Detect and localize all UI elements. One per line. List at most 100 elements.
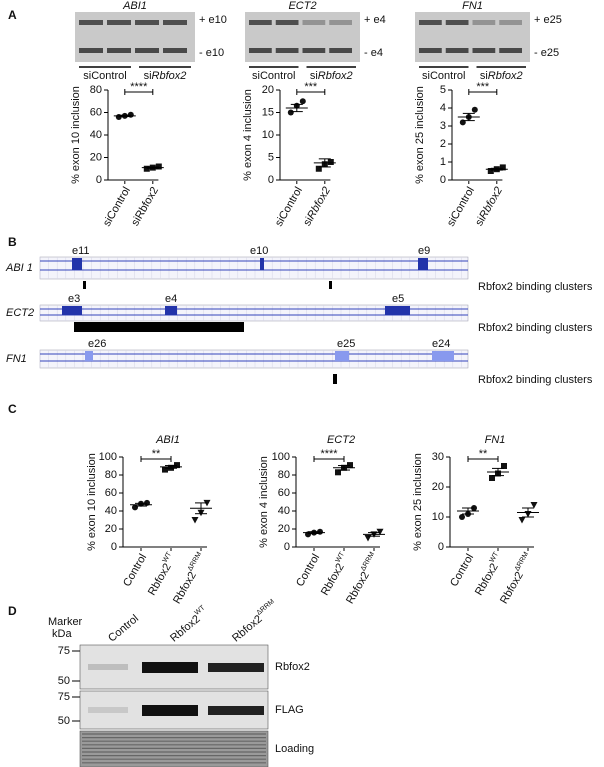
y-tick-label: 5 (268, 151, 274, 163)
y-tick-label: 0 (438, 541, 444, 553)
y-axis-label: % exon 10 inclusion (86, 453, 98, 551)
gel-label: + e25 (534, 14, 562, 26)
track-caption: Rbfox2 binding clusters (478, 374, 593, 386)
gel-band (249, 48, 272, 53)
blot-name: Loading (275, 743, 314, 755)
marker-unit: kDa (52, 628, 72, 640)
marker-value: 75 (58, 645, 70, 657)
data-point (299, 98, 306, 105)
x-tick-label: Control (448, 552, 476, 589)
column-label-part: Rbfox2 (168, 613, 202, 645)
data-point (327, 159, 334, 165)
x-tick-label: Rbfox2ΔRRM (342, 551, 382, 606)
significance-label: **** (320, 448, 338, 460)
blot-band (142, 705, 198, 716)
gel-label: + e10 (199, 14, 227, 26)
track-gene: ECT2 (6, 307, 34, 319)
lane-label-italic: Rbfox2 (488, 70, 523, 82)
gel-band (249, 20, 272, 25)
data-point (132, 504, 138, 511)
exon (72, 258, 82, 270)
gel-band (445, 20, 469, 25)
data-point (518, 517, 526, 524)
y-tick-label: 60 (105, 487, 117, 499)
gel-label: - e25 (534, 47, 559, 59)
exon-label: e3 (68, 293, 80, 305)
x-tick-label-sup: WT (161, 550, 173, 564)
panel-label: D (8, 604, 17, 618)
lane-label: siRbfox2 (480, 70, 523, 82)
data-point (530, 502, 538, 509)
significance-label: ** (152, 448, 161, 460)
x-tick-label: Rbfox2WT (471, 550, 506, 597)
y-axis-label: % exon 4 inclusion (258, 456, 270, 548)
x-tick-label: Control (294, 552, 322, 589)
data-point (499, 164, 506, 171)
x-tick-label-sup: ΔRRM (514, 551, 530, 573)
marker-title: Marker (48, 616, 83, 628)
significance-label: *** (304, 81, 318, 93)
significance-label: ** (479, 448, 488, 460)
y-tick-label: 0 (111, 541, 117, 553)
track-caption: Rbfox2 binding clusters (478, 322, 593, 334)
exon (165, 306, 177, 315)
gel-band (163, 48, 187, 53)
track-caption: Rbfox2 binding clusters (478, 281, 593, 293)
y-tick-label: 0 (284, 541, 290, 553)
plot-title: FN1 (485, 434, 506, 446)
significance-label: **** (130, 81, 148, 93)
y-tick-label: 40 (90, 129, 102, 141)
column-label: Rbfox2ΔRRM (229, 598, 281, 645)
gel-title: ABI1 (122, 0, 147, 12)
lane-label: siControl (252, 70, 295, 82)
lane-label: siRbfox2 (144, 70, 187, 82)
lane-label-italic: Rbfox2 (318, 70, 353, 82)
column-label-sup: WT (193, 604, 206, 617)
blot-band (88, 707, 128, 713)
gel-title: FN1 (462, 0, 483, 12)
gel (245, 12, 360, 62)
gel-title: ECT2 (288, 0, 316, 12)
x-tick-label-sup: ΔRRM (360, 551, 376, 573)
y-tick-label: 3 (440, 120, 446, 132)
column-label: Control (106, 613, 141, 645)
data-point (376, 528, 384, 536)
lane-label-italic: Rbfox2 (152, 70, 187, 82)
y-tick-label: 40 (278, 505, 290, 517)
y-tick-label: 10 (432, 511, 444, 523)
data-point (471, 106, 478, 113)
x-tick-label-italic: Rbfox2 (305, 185, 333, 221)
gel-band (107, 48, 131, 53)
gel-band (419, 20, 442, 25)
y-tick-label: 40 (105, 505, 117, 517)
gel-band (499, 48, 522, 53)
y-tick-label: 10 (262, 129, 274, 141)
blot-band (88, 664, 128, 670)
gel-band (135, 20, 159, 25)
gel-band (163, 20, 187, 25)
track-gene: ABI 1 (5, 262, 33, 274)
gel-band (79, 48, 103, 53)
binding-cluster (333, 374, 337, 384)
lane-label-part: si (310, 70, 318, 82)
plot-title: ABI1 (155, 434, 180, 446)
marker-value: 50 (58, 675, 70, 687)
x-tick-label: siRbfox2 (129, 185, 161, 228)
gel-band (79, 20, 103, 25)
x-tick-label-sup: WT (488, 550, 500, 564)
y-axis-label: % exon 25 inclusion (412, 453, 424, 551)
x-tick-label-part: Control (294, 552, 322, 589)
gel-band (472, 48, 496, 53)
blot-band (208, 663, 264, 672)
panel-label: C (8, 402, 17, 416)
y-tick-label: 0 (268, 174, 274, 186)
gel-label: - e4 (364, 47, 383, 59)
y-axis-label: % exon 10 inclusion (70, 86, 82, 184)
exon (62, 306, 82, 315)
data-point (287, 109, 294, 116)
data-point (501, 463, 507, 469)
gel-band (329, 48, 352, 53)
gel-band (419, 48, 442, 53)
gel-band (135, 48, 159, 53)
track (39, 349, 469, 369)
